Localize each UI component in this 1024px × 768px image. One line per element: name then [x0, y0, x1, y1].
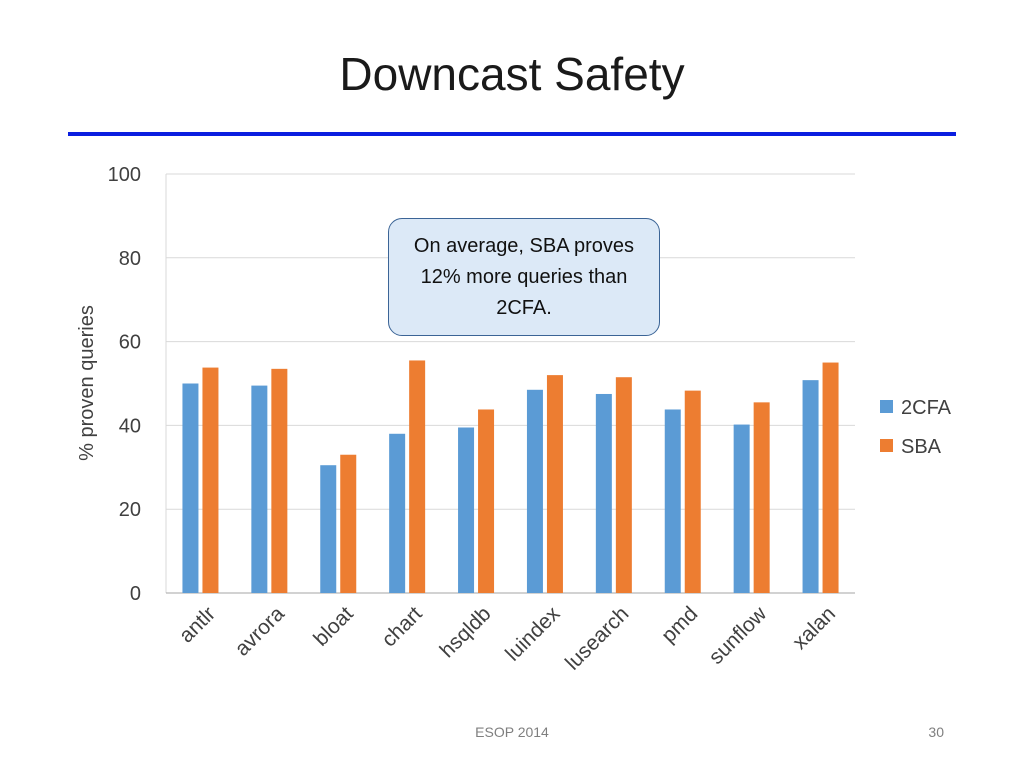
bar-sba-lusearch — [615, 377, 632, 593]
bar-sba-xalan — [822, 362, 839, 593]
bar-2cfa-chart — [389, 433, 406, 593]
page-number: 30 — [928, 724, 944, 740]
bar-sba-hsqldb — [478, 409, 495, 593]
x-tick-label: hsqldb — [436, 602, 496, 662]
bar-sba-bloat — [340, 454, 357, 593]
bar-sba-pmd — [684, 390, 701, 593]
bar-2cfa-pmd — [664, 409, 681, 593]
bar-2cfa-antlr — [182, 383, 199, 593]
bar-sba-avrora — [271, 368, 288, 593]
bar-2cfa-sunflow — [733, 424, 750, 593]
x-tick-label: lusearch — [561, 602, 633, 674]
bar-sba-luindex — [546, 375, 563, 593]
x-tick-label: avrora — [231, 602, 290, 661]
legend-label: 2CFA — [901, 397, 952, 419]
x-tick-label: pmd — [657, 602, 702, 647]
y-tick-label: 80 — [119, 248, 141, 270]
x-tick-label: sunflow — [705, 602, 772, 669]
y-axis-title: % proven queries — [76, 305, 98, 461]
x-tick-label: bloat — [309, 602, 358, 651]
bar-2cfa-bloat — [320, 465, 337, 593]
bar-2cfa-luindex — [526, 389, 543, 593]
bar-sba-antlr — [202, 367, 219, 593]
x-tick-label: xalan — [788, 602, 840, 654]
bar-2cfa-xalan — [802, 380, 819, 593]
y-tick-label: 60 — [119, 332, 141, 354]
y-tick-label: 20 — [119, 499, 141, 521]
y-tick-label: 40 — [119, 415, 141, 437]
bar-2cfa-hsqldb — [458, 427, 475, 593]
footer-conference: ESOP 2014 — [475, 724, 549, 740]
legend-swatch-sba — [880, 439, 893, 452]
bar-sba-sunflow — [753, 402, 770, 593]
x-tick-label: chart — [377, 602, 426, 651]
callout-box: On average, SBA proves 12% more queries … — [388, 218, 660, 336]
bars — [182, 360, 839, 593]
legend-label: SBA — [901, 436, 942, 458]
bar-2cfa-lusearch — [595, 393, 612, 593]
legend: 2CFA SBA — [880, 397, 952, 458]
slide-title: Downcast Safety — [339, 48, 685, 100]
bar-2cfa-avrora — [251, 385, 268, 593]
x-tick-label: luindex — [501, 602, 565, 666]
legend-swatch-2cfa — [880, 400, 893, 413]
y-tick-label: 100 — [108, 164, 141, 186]
bar-sba-chart — [409, 360, 426, 593]
y-tick-label: 0 — [130, 583, 141, 605]
title-underline — [68, 132, 956, 136]
x-tick-label: antlr — [175, 602, 220, 647]
